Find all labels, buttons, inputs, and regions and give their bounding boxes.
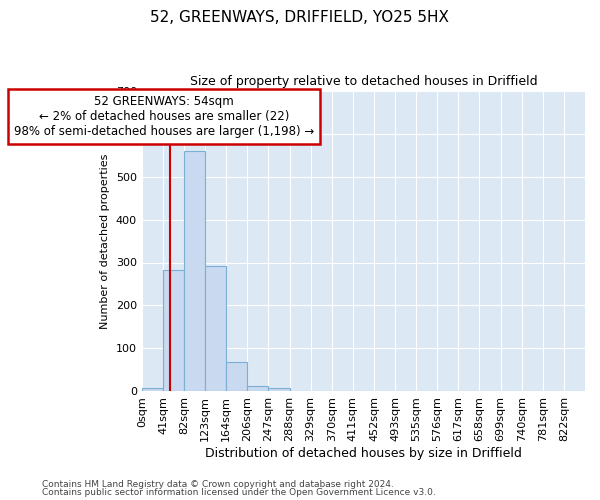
Bar	[226, 362, 247, 392]
Text: 52 GREENWAYS: 54sqm
← 2% of detached houses are smaller (22)
98% of semi-detache: 52 GREENWAYS: 54sqm ← 2% of detached hou…	[14, 95, 314, 138]
Bar	[163, 270, 184, 392]
Title: Size of property relative to detached houses in Driffield: Size of property relative to detached ho…	[190, 75, 537, 88]
Text: Contains public sector information licensed under the Open Government Licence v3: Contains public sector information licen…	[42, 488, 436, 497]
Text: 52, GREENWAYS, DRIFFIELD, YO25 5HX: 52, GREENWAYS, DRIFFIELD, YO25 5HX	[151, 10, 449, 25]
Bar	[184, 150, 205, 392]
X-axis label: Distribution of detached houses by size in Driffield: Distribution of detached houses by size …	[205, 447, 522, 460]
Y-axis label: Number of detached properties: Number of detached properties	[100, 154, 110, 328]
Bar	[142, 388, 163, 392]
Bar	[205, 266, 226, 392]
Text: Contains HM Land Registry data © Crown copyright and database right 2024.: Contains HM Land Registry data © Crown c…	[42, 480, 394, 489]
Bar	[247, 386, 268, 392]
Bar	[268, 388, 290, 392]
